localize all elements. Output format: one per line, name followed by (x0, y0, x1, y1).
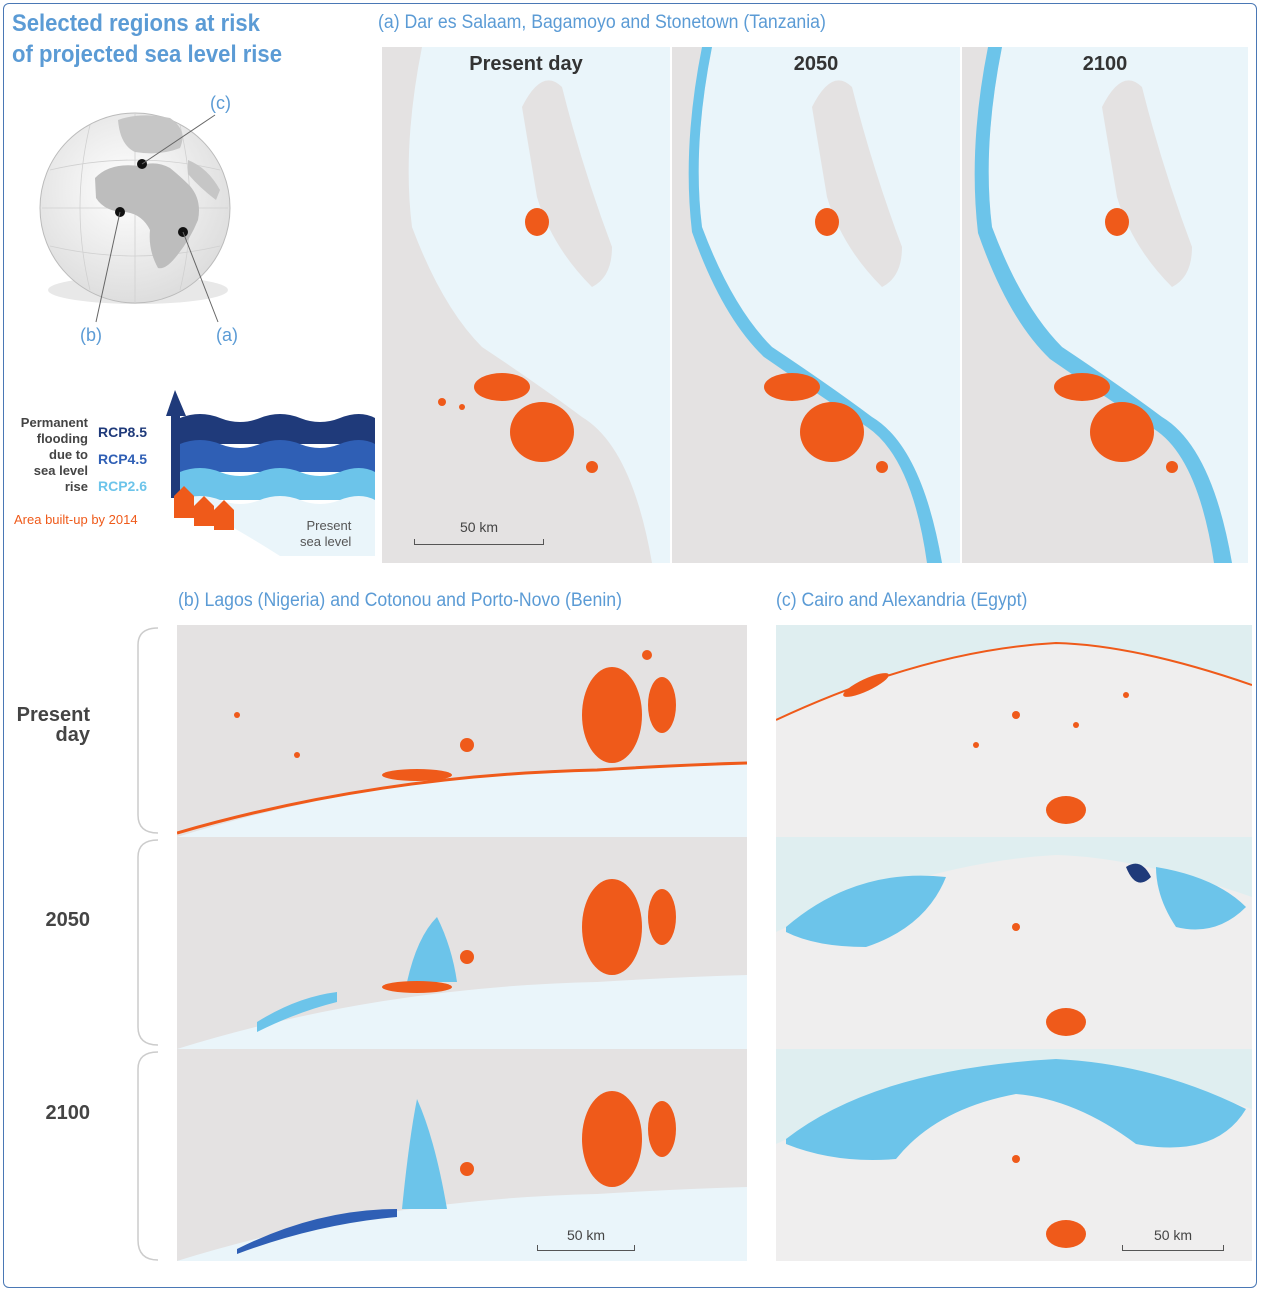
map-a-2100-label: 2100 (1082, 53, 1128, 75)
panel-a-title: (a) Dar es Salaam, Bagamoyo and Stonetow… (378, 12, 826, 33)
panel-c-title: (c) Cairo and Alexandria (Egypt) (776, 590, 1028, 611)
globe-label-a: (a) (216, 325, 238, 345)
legend-rcp85: RCP8.5 (98, 424, 148, 440)
map-c-present (776, 625, 1252, 837)
map-a-2050-label: 2050 (793, 53, 839, 75)
legend-waves-illustration (166, 390, 375, 556)
map-b-present (177, 625, 747, 837)
map-b-2050 (177, 837, 747, 1049)
scale-bar-c-label: 50 km (1153, 1227, 1193, 1243)
legend-built-up: Area built-up by 2014 (14, 512, 138, 527)
scale-bar-c: 50 km (1122, 1227, 1224, 1251)
map-a-present-label: Present day (469, 53, 583, 75)
legend-heading: Permanent flooding due to sea level rise (20, 415, 88, 494)
globe-locator (39, 112, 231, 323)
row-label-2100: 2100 (45, 1102, 91, 1124)
continent-africa-shape (95, 163, 199, 269)
house-icons (174, 486, 234, 530)
continent-europe-shape (118, 115, 183, 154)
legend-rcp45: RCP4.5 (98, 451, 148, 467)
legend-rcp26: RCP2.6 (98, 478, 148, 494)
scale-bar-b-label: 50 km (566, 1227, 606, 1243)
scale-bar-a: 50 km (414, 519, 544, 545)
map-c-2100: 50 km (776, 1049, 1252, 1261)
scale-bar-a-label: 50 km (459, 519, 499, 535)
figure-title-line2: of projected sea level rise (12, 41, 283, 68)
map-a-2100: 2100 (962, 47, 1248, 563)
globe-label-b: (b) (80, 325, 102, 345)
row-label-2050: 2050 (45, 909, 91, 931)
row-brackets (137, 627, 159, 1261)
map-a-2050: 2050 (672, 47, 960, 563)
up-arrow-icon (166, 390, 186, 498)
map-b-2100: 50 km (177, 1049, 747, 1261)
panel-b-title: (b) Lagos (Nigeria) and Cotonou and Port… (178, 590, 622, 611)
globe-label-c: (c) (210, 93, 231, 113)
row-label-present: Present day (16, 704, 90, 746)
map-a-present: Present day 50 km (382, 47, 670, 563)
figure-frame (3, 3, 1257, 1288)
scale-bar-b: 50 km (537, 1227, 635, 1251)
map-c-2050 (776, 837, 1252, 1049)
figure-title: Selected regions at risk of projected se… (12, 8, 282, 70)
figure-title-line1: Selected regions at risk (12, 10, 260, 37)
legend-present-sea-level: Present sea level (300, 518, 352, 549)
